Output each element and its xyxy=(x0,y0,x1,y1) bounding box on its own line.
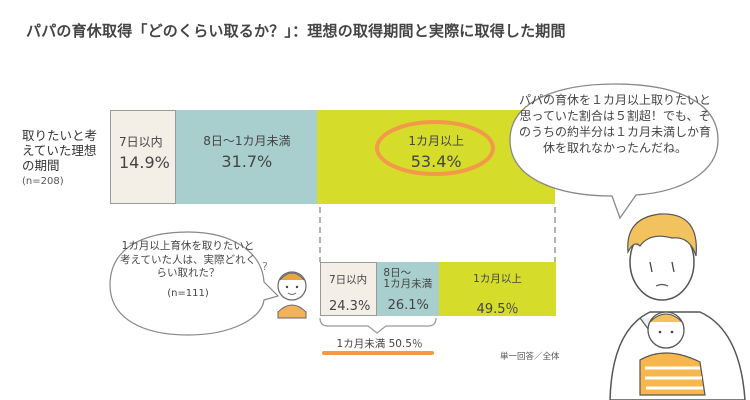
thinking-child-illustration: ? xyxy=(262,260,307,319)
speech-bubble-text: パパの育休を１カ月以上取りたいと思っていた割合は５割超！でも、そのうちの約半分は… xyxy=(518,93,711,155)
segment-value-label: 14.9% xyxy=(119,153,170,172)
question-bubble xyxy=(109,231,280,336)
actual-sample-size: (n=111) xyxy=(167,287,209,299)
question-bubble-content: 1カ月以上育休を取りたいと考えていた人は、実際どれくらい取れた？ (n=111) xyxy=(118,240,258,300)
segment-category-label: 8日〜1カ月未満 xyxy=(203,134,291,148)
ideal-label-text: 取りたいと考えていた理想の期間 xyxy=(22,128,98,173)
segment-category-label: 7日以内 xyxy=(329,274,368,286)
question-text: 1カ月以上育休を取りたいと考えていた人は、実際どれくらい取れた？ xyxy=(120,240,256,279)
segment-category-label: 7日以内 xyxy=(119,135,163,149)
segment-category-label: 1カ月以上 xyxy=(473,273,522,285)
bar-segment-1-3: 1カ月以上 49.5％ xyxy=(439,262,556,317)
under-one-month-label: 1カ月未満 50.5％ xyxy=(336,338,423,350)
highlight-ellipse xyxy=(375,120,495,176)
page-title: パパの育休取得「どのくらい取るか？」：理想の取得期間と実際に取得した期間 xyxy=(26,22,566,40)
bar-segment-0-2: 8日〜1カ月未満 31.7% xyxy=(176,110,318,204)
bar-segment-1-1: 7日以内 24.3% xyxy=(320,262,378,316)
segment-category-label: 8日〜 1カ月未満 xyxy=(383,267,433,290)
speech-bubble xyxy=(509,83,719,220)
bar-segment-0-1: 7日以内 14.9% xyxy=(110,110,177,204)
segment-category-label: 1カ月以上 xyxy=(408,134,464,148)
under-one-month-bar xyxy=(322,351,434,355)
segment-value-label: 26.1% xyxy=(387,298,429,313)
segment-value-label: 53.4% xyxy=(410,152,462,171)
segment-value-label: 49.5％ xyxy=(476,302,519,317)
segment-value-label: 31.7% xyxy=(221,152,273,171)
segment-value-label: 24.3% xyxy=(329,299,371,314)
bar-segment-1-2: 8日〜 1カ月未満 26.1% xyxy=(377,262,440,316)
svg-text:?: ? xyxy=(262,260,268,273)
under-bracket xyxy=(319,317,437,334)
answer-type-note: 単一回答／全体 xyxy=(500,352,560,362)
ideal-row-label: 取りたいと考えていた理想の期間 (n=208) xyxy=(22,128,102,189)
father-baby-illustration xyxy=(609,213,746,400)
ideal-sample-size: (n=208) xyxy=(22,176,64,187)
